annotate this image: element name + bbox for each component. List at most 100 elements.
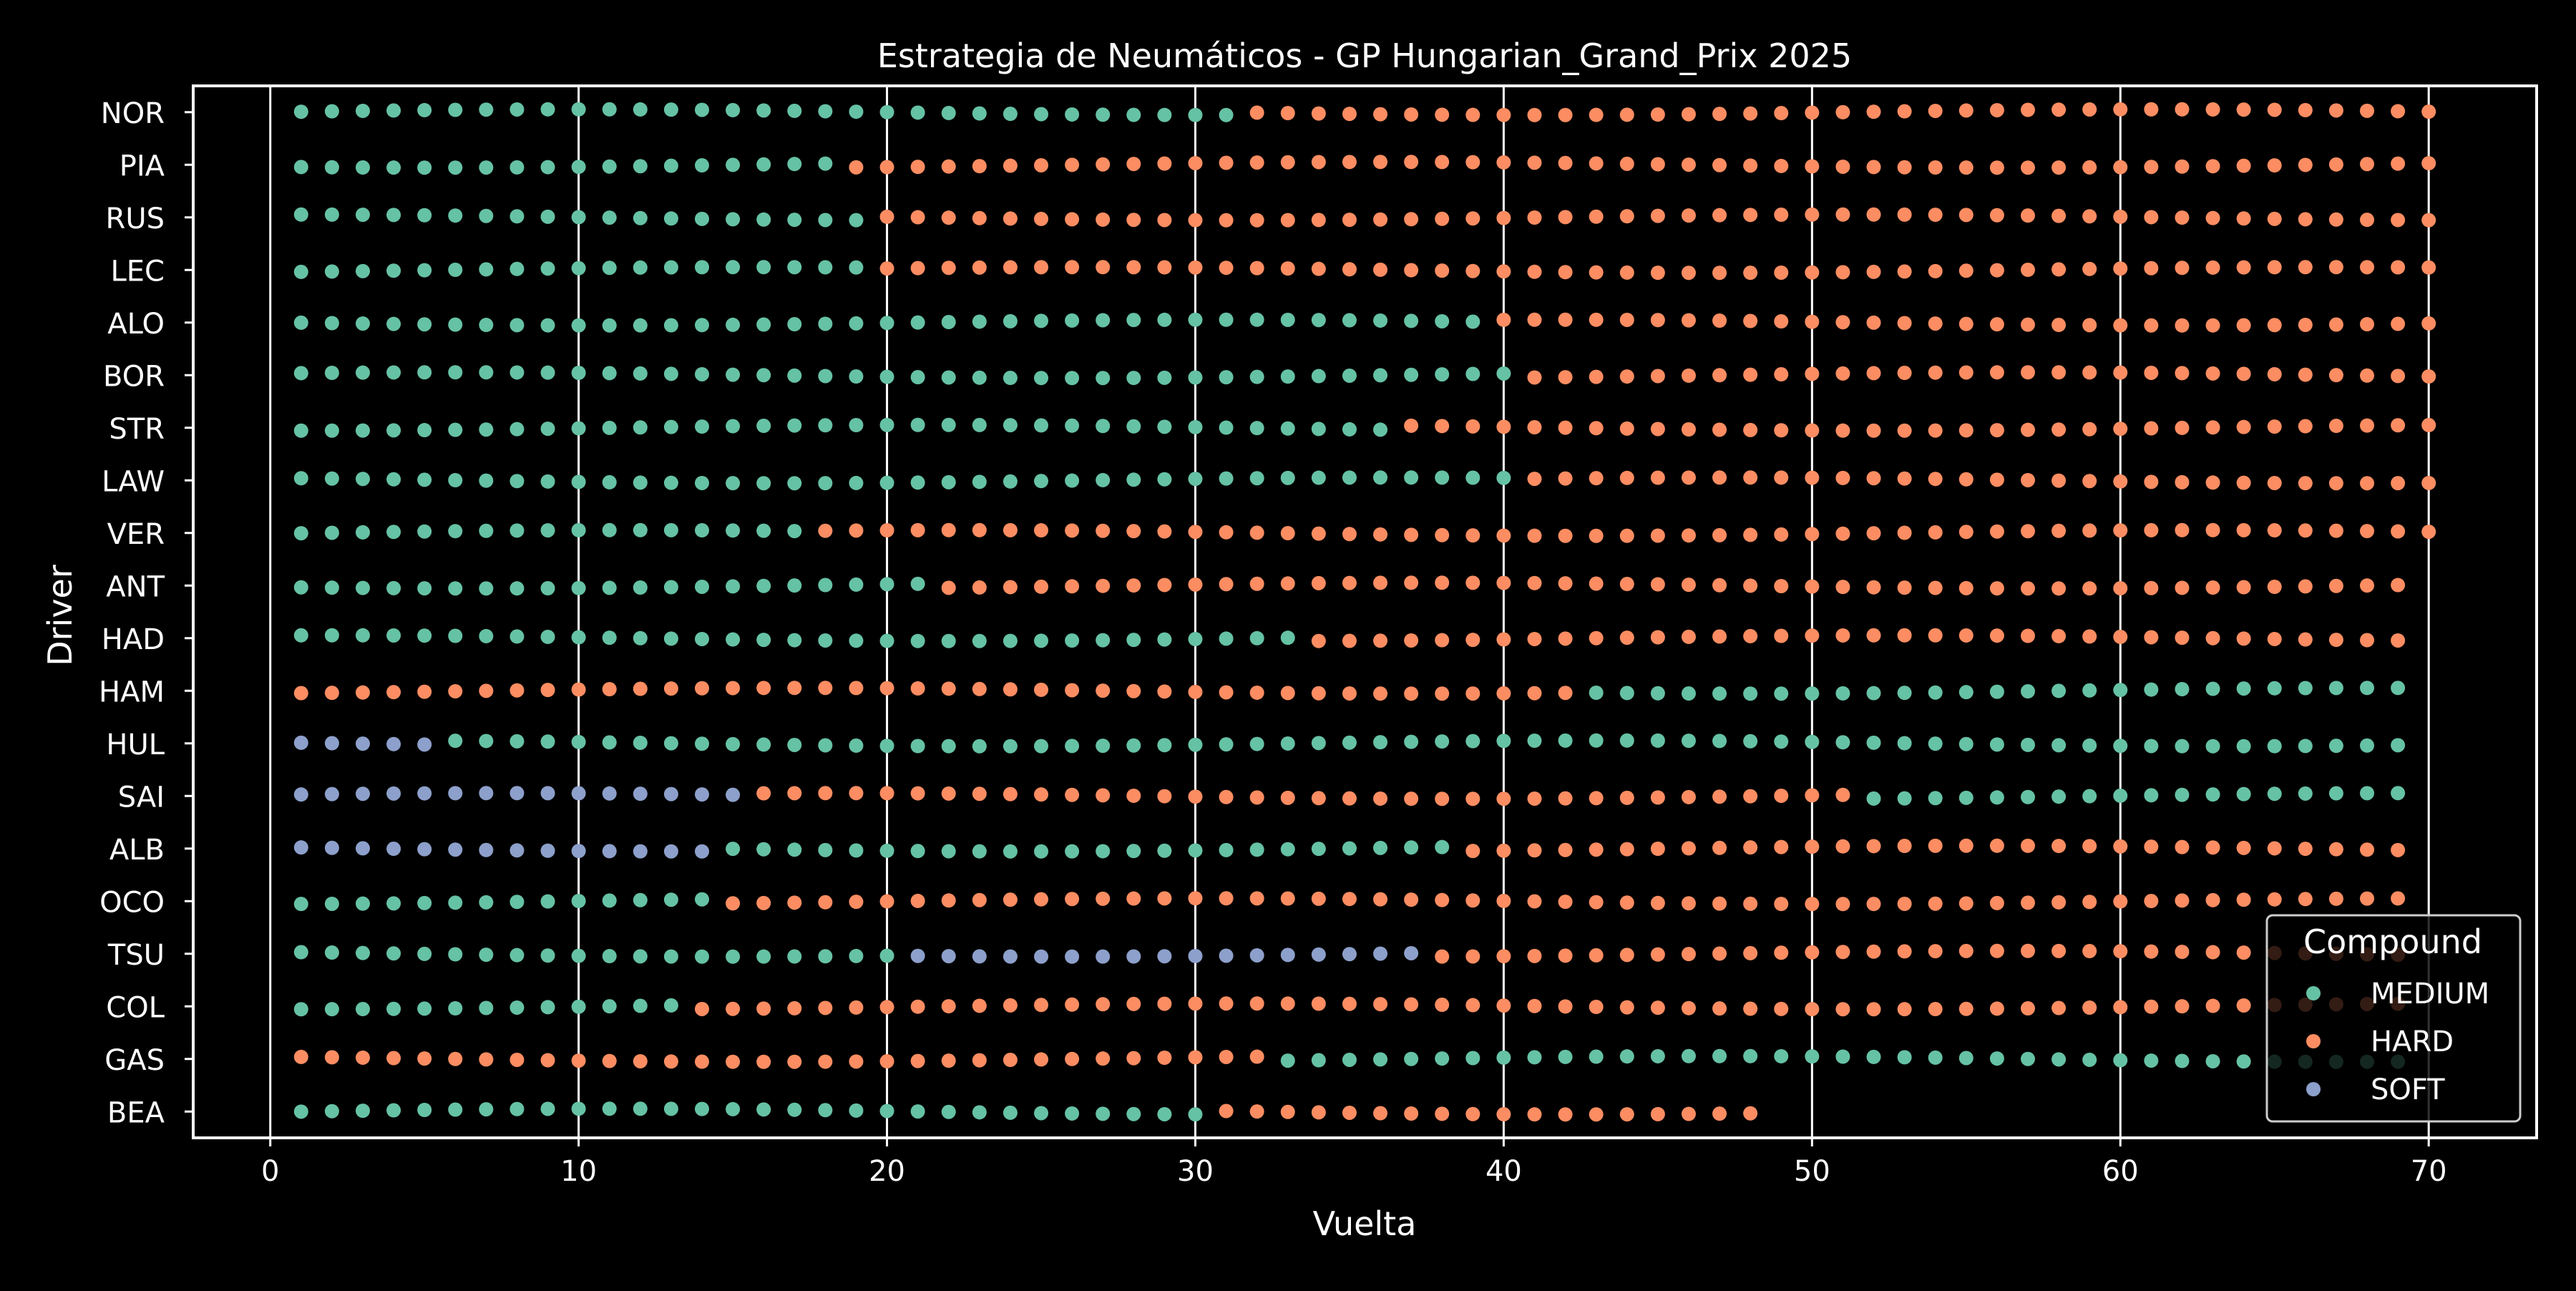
lap-point — [1681, 947, 1696, 962]
lap-point — [2051, 473, 2067, 488]
lap-point — [1342, 791, 1357, 806]
lap-point — [1681, 470, 1696, 485]
lap-point — [448, 947, 463, 962]
lap-point — [1342, 633, 1357, 648]
lap-point — [356, 685, 371, 700]
lap-point — [1034, 844, 1049, 859]
lap-point — [356, 1002, 371, 1017]
lap-point — [1404, 633, 1419, 648]
lap-point — [910, 260, 925, 276]
lap-point — [2205, 1053, 2220, 1068]
lap-point — [1866, 104, 1881, 120]
lap-point — [1989, 423, 2004, 438]
lap-point — [1897, 316, 1912, 331]
lap-point — [1589, 1000, 1604, 1015]
lap-point — [1928, 580, 1943, 595]
lap-point — [417, 263, 432, 278]
lap-point — [1897, 628, 1912, 643]
lap-point — [2205, 945, 2220, 960]
lap-point — [1157, 578, 1172, 593]
lap-point — [2267, 260, 2282, 275]
lap-point — [540, 581, 555, 596]
lap-point — [386, 423, 401, 438]
lap-point — [1280, 790, 1295, 805]
lap-point — [2205, 102, 2220, 117]
lap-point — [1342, 947, 1357, 962]
lap-point — [1373, 107, 1388, 122]
lap-point — [1249, 260, 1264, 276]
lap-point — [1404, 686, 1419, 701]
lap-point — [2144, 944, 2159, 959]
y-axis-ticks: NOR PIA RUS LEC ALO BOR STR LAW VER ANT HAD HAM HUL S… — [99, 97, 193, 1129]
lap-point — [1496, 366, 1511, 381]
x-tick-label: 40 — [1485, 1155, 1522, 1188]
lap-point — [2175, 522, 2190, 537]
lap-point — [1157, 891, 1172, 906]
lap-point — [941, 315, 956, 330]
lap-point — [1034, 313, 1049, 328]
lap-point — [787, 737, 802, 752]
lap-point — [2113, 894, 2128, 909]
lap-point — [2391, 476, 2406, 491]
lap-point — [386, 628, 401, 643]
lap-point — [1034, 579, 1049, 594]
lap-point — [540, 160, 555, 175]
lap-point — [1249, 1049, 1264, 1064]
lap-point — [1342, 1052, 1357, 1067]
lap-point — [2082, 895, 2097, 910]
lap-point — [1558, 895, 1573, 910]
lap-point — [2082, 683, 2097, 698]
lap-point — [1465, 470, 1480, 485]
lap-point — [1774, 527, 1789, 542]
lap-point — [2051, 318, 2067, 333]
lap-point — [1435, 839, 1450, 854]
lap-point — [1034, 474, 1049, 489]
lap-point — [293, 264, 308, 279]
lap-point — [941, 739, 956, 754]
lap-point — [1311, 155, 1326, 170]
lap-point — [2298, 157, 2313, 172]
lap-point — [1373, 575, 1388, 590]
lap-point — [1280, 312, 1295, 327]
lap-point — [2391, 891, 2406, 906]
lap-point — [1681, 528, 1696, 543]
lap-point — [1527, 370, 1542, 385]
lap-point — [1342, 527, 1357, 542]
lap-point — [1157, 107, 1172, 122]
lap-point — [1897, 264, 1912, 279]
lap-point — [324, 207, 339, 222]
lap-point — [756, 1001, 771, 1016]
lap-point — [849, 417, 864, 432]
lap-point — [1681, 896, 1696, 911]
legend-box — [2265, 914, 2522, 1123]
lap-point — [1589, 895, 1604, 910]
lap-point — [695, 318, 710, 333]
lap-point — [2020, 838, 2035, 853]
lap-point — [1989, 895, 2004, 910]
lap-point — [1835, 735, 1850, 750]
lap-point — [386, 786, 401, 801]
lap-point — [2144, 160, 2159, 175]
lap-point — [479, 734, 494, 749]
lap-point — [1743, 367, 1758, 382]
lap-point — [1404, 212, 1419, 227]
lap-point — [2020, 581, 2035, 596]
lap-point — [2113, 839, 2128, 854]
lap-point — [1496, 575, 1511, 590]
lap-point — [2236, 211, 2251, 226]
lap-point — [1002, 522, 1018, 537]
lap-point — [1743, 106, 1758, 121]
legend: Compound MEDIUM HARD SOFT — [2265, 914, 2522, 1123]
lap-point — [2391, 260, 2406, 275]
lap-point — [1311, 1053, 1326, 1068]
lap-point — [910, 844, 925, 859]
lap-point — [509, 261, 525, 276]
x-tick-label: 10 — [560, 1155, 597, 1188]
lap-point — [386, 842, 401, 857]
lap-point — [1496, 107, 1511, 122]
lap-point — [756, 1102, 771, 1117]
lap-point — [2051, 839, 2067, 854]
lap-point — [1681, 1000, 1696, 1015]
x-tick-label: 60 — [2102, 1155, 2139, 1188]
lap-point — [1650, 107, 1665, 122]
